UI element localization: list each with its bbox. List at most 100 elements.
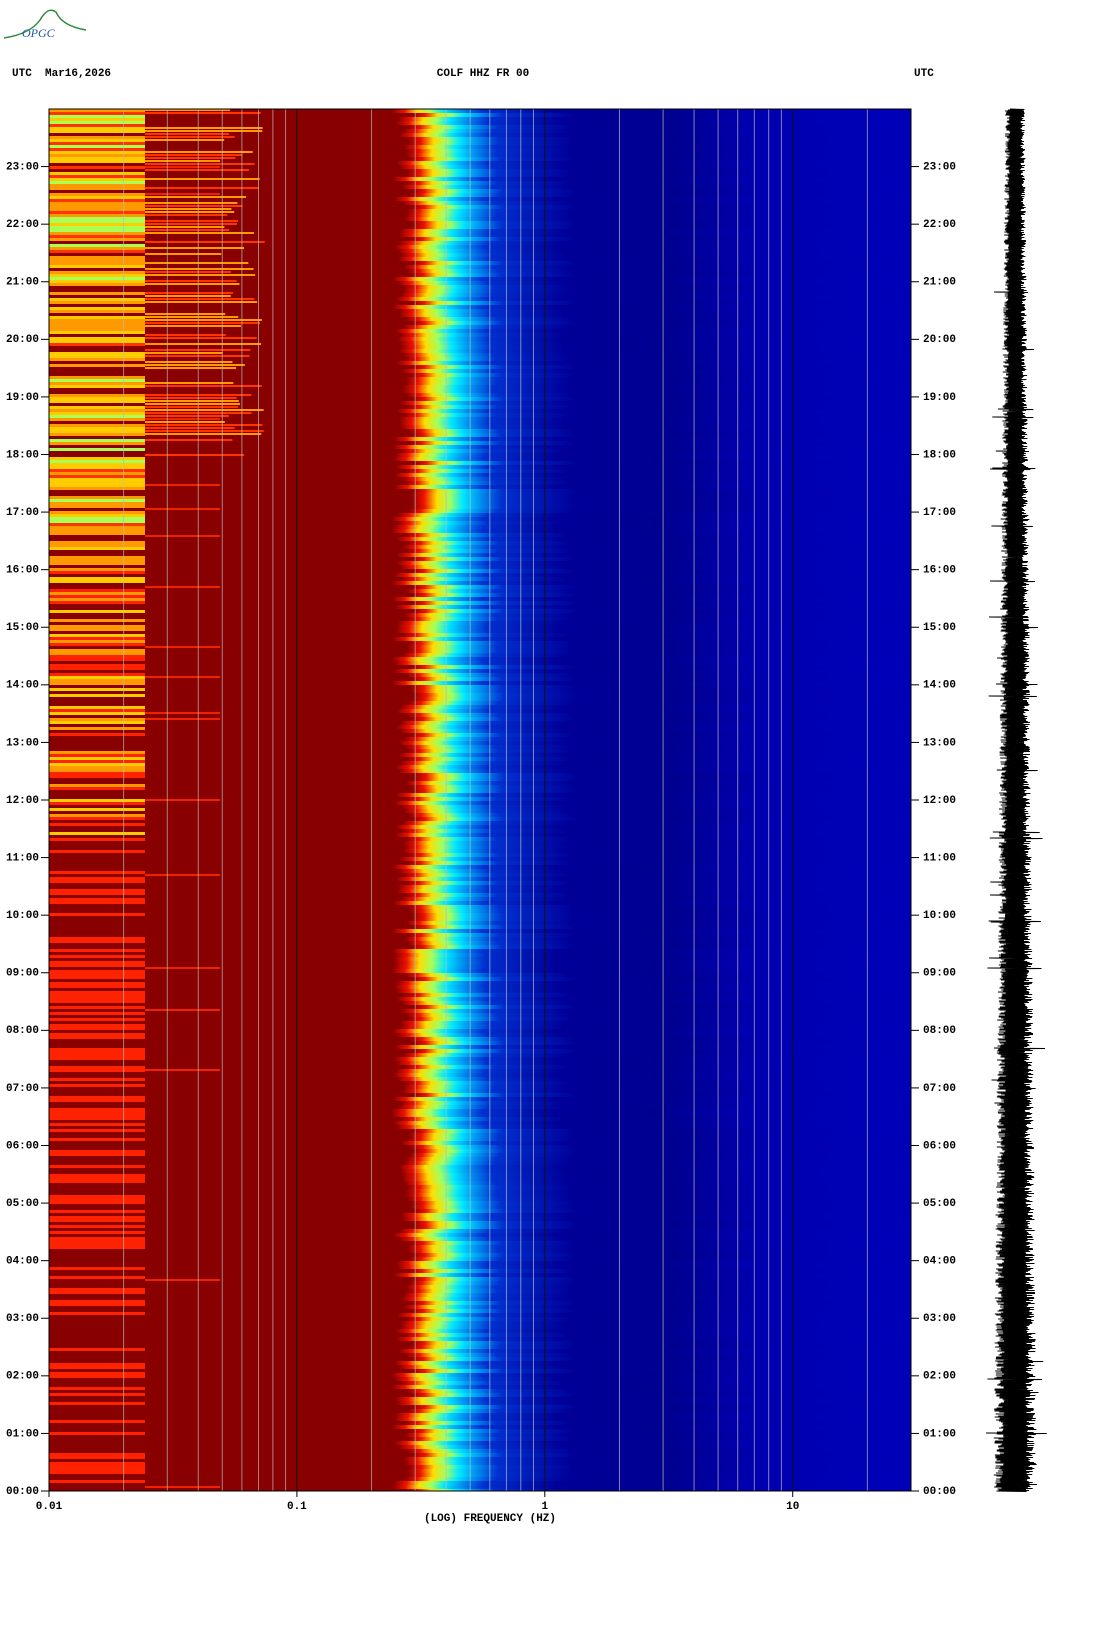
spectrum-row (49, 1317, 911, 1321)
spectrum-row (49, 805, 911, 809)
spectrum-row (49, 705, 911, 709)
spectrum-stripe (145, 646, 220, 648)
spectrum-row (49, 985, 911, 989)
spectrum-row (49, 657, 911, 661)
spectrum-row (49, 1133, 911, 1137)
spectrum-stripe (145, 352, 223, 354)
spectrum-stripe (49, 961, 145, 964)
spectrum-row (49, 1141, 911, 1145)
spectrum-row (49, 169, 911, 173)
spectrum-row (49, 1385, 911, 1389)
spectrum-row (49, 577, 911, 581)
y-tick-label: 05:00 (6, 1198, 39, 1210)
spectrum-row (49, 321, 911, 325)
spectrum-stripe (49, 727, 145, 730)
spectrum-row (49, 1117, 911, 1121)
spectrum-row (49, 621, 911, 625)
y-tick-label: 21:00 (6, 277, 39, 289)
spectrum-row (49, 1245, 911, 1249)
spectrum-stripe (49, 1366, 145, 1369)
spectrum-row (49, 269, 911, 273)
spectrum-stripe (49, 1237, 145, 1240)
spectrum-row (49, 1009, 911, 1013)
spectrum-stripe (49, 175, 145, 178)
spectrum-row (49, 693, 911, 697)
spectrum-stripe (49, 130, 145, 133)
spectrum-row (49, 461, 911, 465)
spectrum-row (49, 681, 911, 685)
y-tick-label: 03:00 (923, 1313, 956, 1325)
spectrum-row (49, 1169, 911, 1173)
spectrum-row (49, 593, 911, 597)
spectrum-stripe (49, 262, 145, 265)
spectrum-row (49, 273, 911, 277)
spectrum-row (49, 553, 911, 557)
spectrum-stripe (49, 901, 145, 904)
spectrum-row (49, 777, 911, 781)
spectrum-row (49, 1021, 911, 1025)
spectrum-stripe (49, 1231, 145, 1234)
spectrum-stripe (49, 430, 145, 433)
spectrum-stripe (49, 880, 145, 883)
spectrum-row (49, 293, 911, 297)
spectrum-row (49, 1401, 911, 1405)
spectrum-row (49, 1209, 911, 1213)
spectrum-stripe (49, 526, 145, 529)
spectrum-row (49, 605, 911, 609)
spectrum-stripe (145, 298, 255, 300)
chart-title: COLF HHZ FR 00 (437, 68, 529, 80)
spectrum-row (49, 1165, 911, 1169)
spectrum-row (49, 741, 911, 745)
spectrum-stripe (49, 751, 145, 754)
x-tick-label: 0.01 (36, 1501, 63, 1513)
spectrum-stripe (49, 673, 145, 676)
spectrum-row (49, 221, 911, 225)
spectrum-stripe (49, 514, 145, 517)
spectrum-stripe (49, 166, 145, 169)
y-tick-label: 12:00 (6, 795, 39, 807)
spectrum-row (49, 141, 911, 145)
spectrum-row (49, 1281, 911, 1285)
spectrum-row (49, 1337, 911, 1341)
x-tick-label: 1 (542, 1501, 549, 1513)
spectrum-row (49, 265, 911, 269)
spectrum-stripe (145, 586, 220, 588)
spectrum-stripe (145, 160, 221, 162)
spectrum-stripe (49, 1180, 145, 1183)
spectrum-row (49, 1365, 911, 1369)
y-tick-label: 07:00 (6, 1083, 39, 1095)
spectrum-row (49, 1229, 911, 1233)
spectrum-stripe (49, 1276, 145, 1279)
spectrum-row (49, 249, 911, 253)
spectrum-stripe (49, 1084, 145, 1087)
spectrum-stripe (49, 217, 145, 220)
spectrum-row (49, 1277, 911, 1281)
spectrum-stripe (145, 226, 225, 228)
spectrum-stripe (49, 658, 145, 661)
spectrum-row (49, 677, 911, 681)
spectrum-stripe (145, 151, 253, 153)
spectrum-stripe (49, 1363, 145, 1366)
spectrum-stripe (49, 598, 145, 601)
spectrum-stripe (145, 337, 257, 339)
spectrum-stripe (49, 913, 145, 916)
spectrum-row (49, 213, 911, 217)
spectrum-row (49, 1173, 911, 1177)
spectrum-row (49, 869, 911, 873)
spectrum-row (49, 1261, 911, 1265)
y-tick-label: 02:00 (6, 1371, 39, 1383)
spectrum-row (49, 437, 911, 441)
spectrum-row (49, 1397, 911, 1401)
spectrum-stripe (145, 1279, 220, 1281)
spectrum-row (49, 973, 911, 977)
spectrum-row (49, 649, 911, 653)
spectrum-stripe (49, 1387, 145, 1390)
spectrum-stripe (49, 997, 145, 1000)
spectrum-row (49, 1453, 911, 1457)
spectrum-row (49, 865, 911, 869)
spectrum-row (49, 1377, 911, 1381)
spectrum-stripe (49, 775, 145, 778)
spectrum-stripe (145, 166, 220, 168)
spectrum-stripe (49, 682, 145, 685)
spectrum-stripe (145, 406, 239, 408)
